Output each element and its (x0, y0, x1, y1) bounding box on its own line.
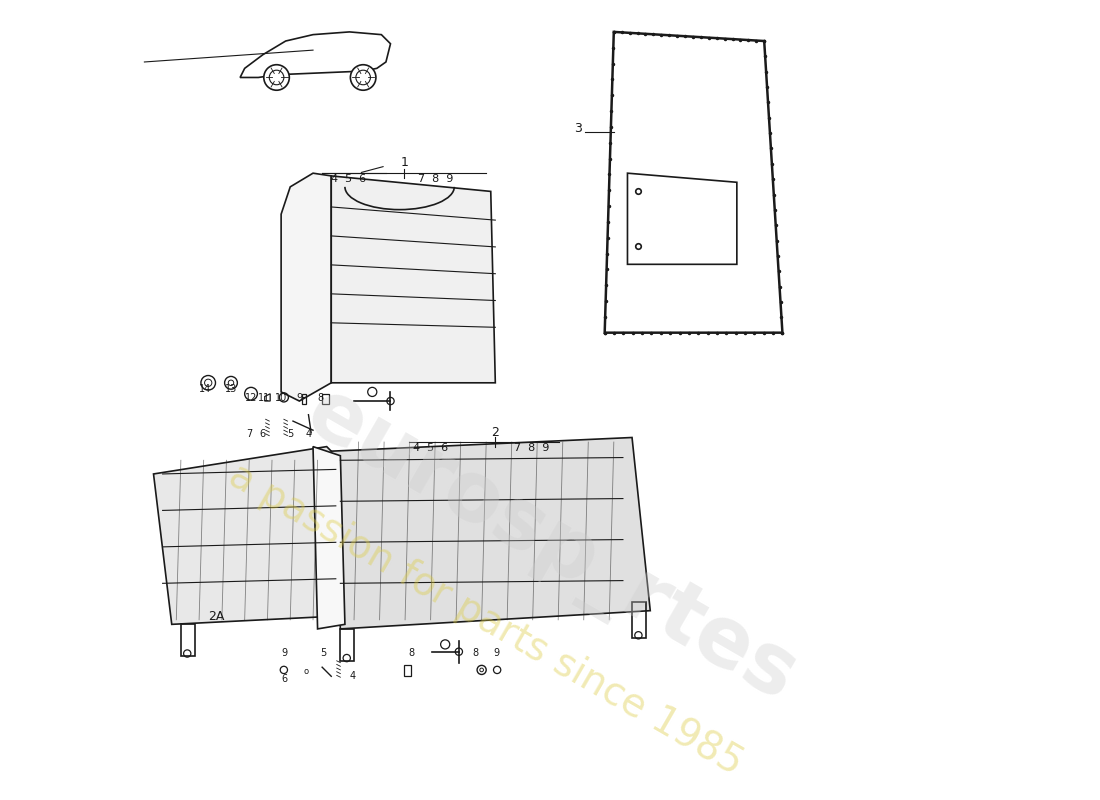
Text: 8: 8 (318, 393, 323, 403)
Polygon shape (282, 173, 331, 401)
Polygon shape (314, 446, 345, 629)
Text: 7  8  9: 7 8 9 (514, 443, 549, 453)
Text: 11: 11 (258, 393, 271, 403)
Text: 4: 4 (306, 430, 311, 439)
Text: 9: 9 (282, 648, 287, 658)
Polygon shape (331, 438, 650, 629)
Text: 8: 8 (473, 648, 478, 658)
Text: 7: 7 (246, 430, 252, 439)
Text: 9: 9 (494, 648, 499, 658)
Text: 5: 5 (320, 648, 327, 658)
Circle shape (264, 65, 289, 90)
Text: 5: 5 (287, 430, 294, 439)
Text: 4  5  6: 4 5 6 (414, 443, 449, 453)
Circle shape (351, 65, 376, 90)
Text: a passion for parts since 1985: a passion for parts since 1985 (222, 457, 750, 783)
Text: eurosp_rtes: eurosp_rtes (290, 374, 810, 720)
Text: o: o (304, 667, 309, 677)
Text: 6: 6 (260, 430, 266, 439)
Text: 3: 3 (574, 122, 582, 135)
Text: 13: 13 (224, 384, 236, 394)
Text: 2: 2 (492, 426, 499, 438)
Text: 4: 4 (350, 671, 355, 681)
Text: 12: 12 (244, 393, 257, 403)
Polygon shape (154, 446, 354, 624)
Text: 9: 9 (297, 393, 302, 403)
Text: 7  8  9: 7 8 9 (418, 174, 453, 184)
Text: 14: 14 (199, 384, 211, 394)
Text: 4  5  6: 4 5 6 (331, 174, 366, 184)
Text: 2A: 2A (208, 610, 224, 622)
Polygon shape (331, 176, 495, 383)
Text: 8: 8 (409, 648, 415, 658)
Text: 6: 6 (282, 674, 287, 684)
Text: 10: 10 (275, 393, 287, 403)
Text: 1: 1 (400, 156, 408, 169)
